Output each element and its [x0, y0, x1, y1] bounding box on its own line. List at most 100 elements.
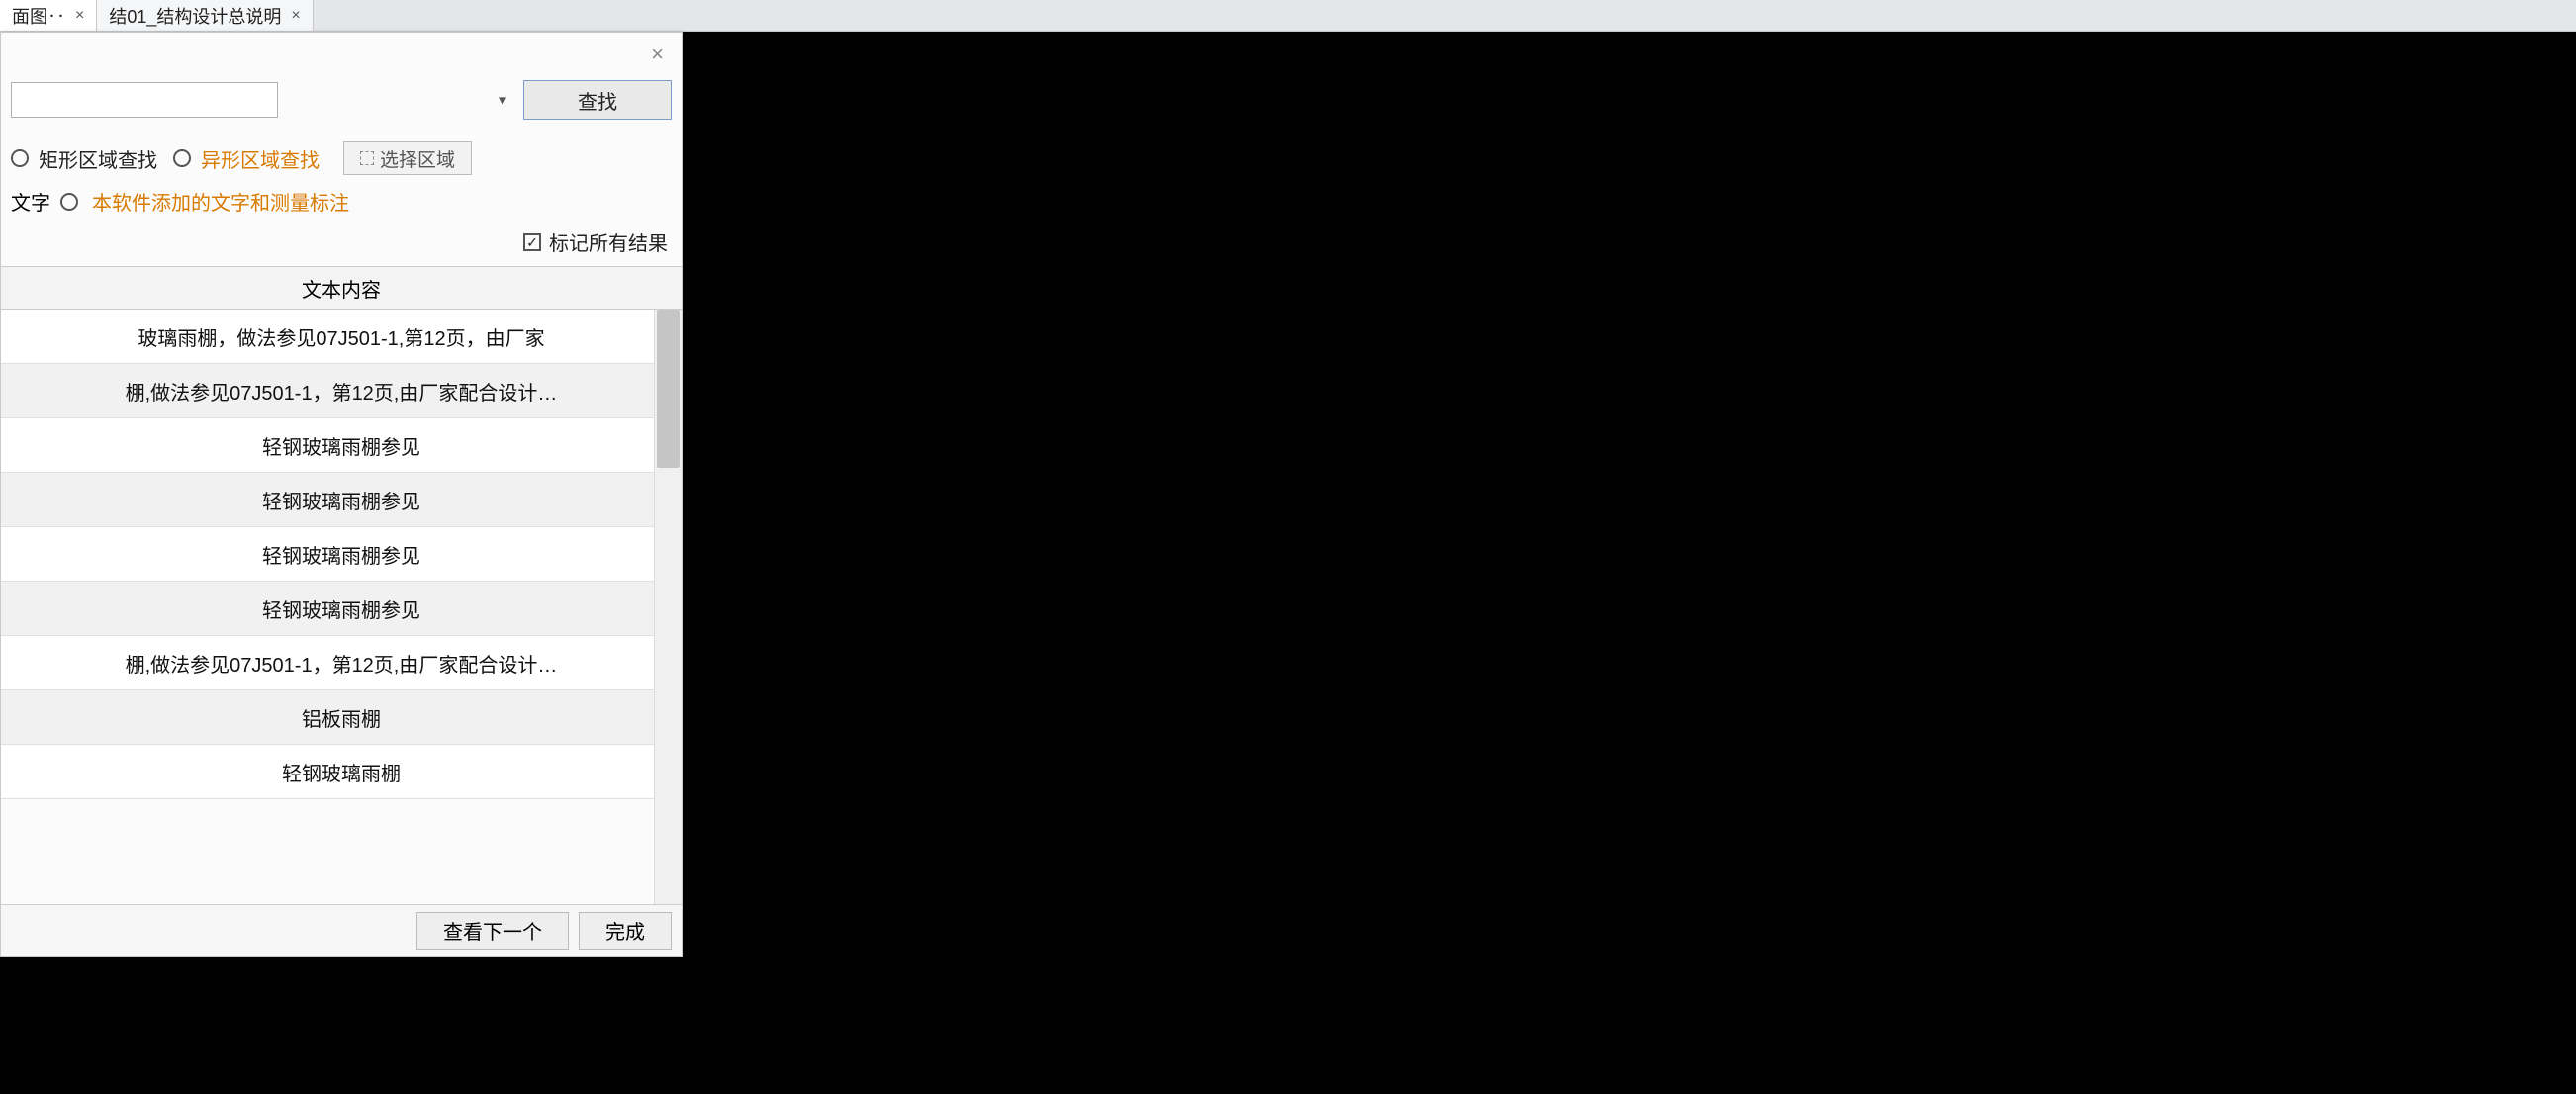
result-row[interactable]: 轻钢玻璃雨棚参见 [1, 527, 682, 582]
tab-label: 结01_结构设计总说明 [109, 3, 281, 29]
tab-label: 面图‥ [12, 3, 65, 29]
cad-dimension-text: 400 [1654, 900, 1690, 924]
scrollbar-thumb[interactable] [657, 310, 680, 468]
cad-dimension-text: 55357 [732, 1050, 803, 1078]
close-icon[interactable]: × [651, 42, 664, 67]
cad-dimension-text: LC0926a [707, 650, 790, 674]
cad-dimension-text: 100 [2053, 545, 2076, 581]
mark-all-label: 标记所有结果 [549, 228, 668, 256]
radio-rect-label: 矩形区域查找 [39, 144, 157, 173]
result-row[interactable]: 轻钢玻璃雨棚参见 [1, 582, 682, 636]
cad-dimension-text: 170 [1049, 160, 1084, 184]
cad-dimension-text: 400 [760, 900, 795, 924]
radio-poly-region[interactable] [173, 149, 191, 167]
cad-dimension-text: 无障碍电梯 [1370, 437, 1449, 461]
cad-dimension-text: 400 [1316, 284, 1351, 308]
cad-dimension-text: 4.300 [1222, 398, 1281, 421]
result-row[interactable]: 铝板雨棚 [1, 690, 682, 745]
search-button[interactable]: 查找 [523, 80, 672, 120]
cad-dimension-text: 12 [2434, 759, 2457, 782]
cad-dimension-text: 7800 [2246, 991, 2303, 1019]
text-source-row: 文字 本软件添加的文字和测量标注 [1, 181, 682, 228]
cad-dimension-text: 1200 [1489, 131, 1536, 154]
search-hit-underline [2228, 744, 2401, 747]
cad-dimension-text: 4400 [1143, 370, 1166, 417]
cad-dimension-text: LC6026a [2171, 581, 2254, 604]
result-row[interactable]: 玻璃雨棚，做法参见07J501-1,第12页，由厂家 [1, 310, 682, 364]
select-region-label: 选择区域 [380, 145, 455, 172]
result-row[interactable]: 轻钢玻璃雨棚参见 [1, 473, 682, 527]
cad-dimension-text: 300 [1957, 900, 1992, 924]
mark-all-row: ✓ 标记所有结果 [1, 228, 682, 266]
cad-dimension-text: 2100 [1850, 900, 1897, 924]
text-source-right: 本软件添加的文字和测量标注 [92, 187, 349, 216]
cad-dimension-text: FM1220丙 [1365, 229, 1456, 258]
radio-poly-label: 异形区域查找 [201, 144, 320, 173]
search-hit-underline [1399, 749, 1537, 752]
cad-dimension-text: 300 [1058, 131, 1094, 154]
cad-dimension-text: 900 [813, 900, 849, 924]
cad-dimension-text: 200 [1949, 225, 1984, 248]
close-icon[interactable]: × [291, 7, 300, 25]
cad-dimension-text: 07J501-1 [2265, 759, 2360, 782]
cad-dimension-text: 400 [1281, 900, 1317, 924]
close-icon[interactable]: × [75, 7, 84, 25]
cad-dimension-text: 200 [1904, 337, 1928, 373]
cad-dimension-text: 洞底标高7.430 [1595, 526, 1733, 555]
cad-dimension-text: 强、弱电井 [1449, 261, 1528, 285]
chevron-down-icon: ▾ [499, 92, 506, 109]
result-row[interactable]: 轻钢玻璃雨棚参见 [1, 418, 682, 473]
cad-dimension-text: 300 [1286, 160, 1322, 184]
cad-dimension-text: 600 [1484, 352, 1508, 388]
tab-struct-notes[interactable]: 结01_结构设计总说明 × [97, 0, 313, 31]
cad-dimension-text: 1100 [1887, 665, 1935, 688]
find-input-row: ▾ 查找 [1, 76, 682, 136]
cad-dimension-text: 2800 [2087, 429, 2111, 477]
result-row[interactable]: 棚,做法参见07J501-1，第12页,由厂家配合设计… [1, 636, 682, 690]
cad-dimension-text: 7800 [1603, 991, 1660, 1019]
cad-dimension-text: Φ300 [729, 696, 777, 720]
radio-rect-region[interactable] [11, 149, 29, 167]
cad-dimension-text: 200 [1390, 253, 1414, 289]
mark-all-checkbox[interactable]: ✓ [523, 233, 541, 251]
cad-dimension-text: 150 [2532, 900, 2568, 924]
cad-dimension-text: 2070 [1175, 729, 1223, 753]
select-region-button[interactable]: 选择区域 [343, 141, 472, 175]
cad-dimension-text: 600 [1425, 304, 1460, 327]
cad-dimension-text: h=2400 [1751, 326, 1815, 347]
next-result-button[interactable]: 查看下一个 [416, 912, 569, 950]
done-button[interactable]: 完成 [579, 912, 672, 950]
cad-dimension-text: LC0926 [1606, 648, 1677, 672]
cad-dimension-text: 3500 [1420, 900, 1467, 924]
search-result-flag-icon [1232, 650, 1259, 674]
cad-dimension-text: 200 [2010, 650, 2046, 674]
cad-dimension-text: FM2124乙 [1207, 51, 1298, 80]
cad-dimension-text: 500 [1390, 352, 1414, 388]
cad-dimension-text: 400 [1288, 729, 1324, 753]
cad-dimension-text: 900 [705, 900, 741, 924]
cad-dimension-text: 200 [1996, 368, 2032, 392]
cad-dimension-text: 3650 [702, 390, 726, 437]
cad-dimension-text: 本层 [1983, 469, 2003, 497]
search-input-wrap: ▾ [11, 82, 513, 118]
cad-dimension-text: LC0926a [833, 650, 916, 674]
result-row[interactable]: 轻钢玻璃雨棚 [1, 745, 682, 799]
select-region-icon [360, 151, 374, 165]
cad-dimension-text: 标高7.750 [688, 729, 786, 758]
cad-dimension-text: LC0926 [1726, 648, 1797, 672]
radio-software-text[interactable] [60, 193, 78, 211]
cad-dimension-text: 轻钢玻璃雨棚参见 [2229, 719, 2387, 748]
cad-dimension-text: 2570 [1271, 519, 1319, 543]
cad-dimension-text: 200 [1138, 259, 1173, 283]
cad-dimension-text: 洞: [692, 696, 724, 725]
tab-drawing[interactable]: 面图‥ × [0, 0, 97, 31]
results-scrollbar[interactable] [654, 310, 682, 904]
cad-dimension-text: 1700X420 [1670, 492, 1765, 515]
cad-dimension-text: 200 [1175, 506, 1211, 530]
result-row[interactable]: 棚,做法参见07J501-1，第12页,由厂家配合设计… [1, 364, 682, 418]
find-panel-header: × [1, 33, 682, 76]
cad-dimension-text: 2500 [1429, 663, 1477, 686]
search-input[interactable] [11, 82, 278, 118]
cad-dimension-text: 1300 [1548, 424, 1572, 472]
cad-dimension-text: 100 [1110, 614, 1134, 650]
